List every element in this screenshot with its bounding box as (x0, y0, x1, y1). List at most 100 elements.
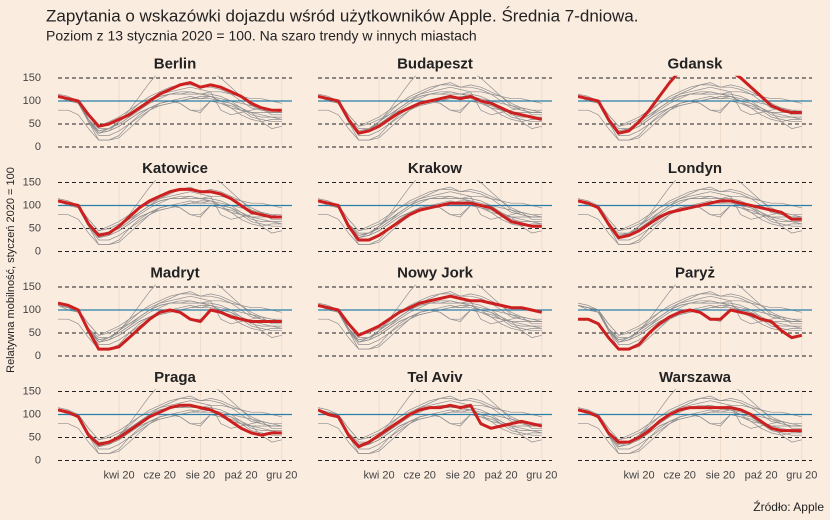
y-tick-label: 100 (23, 304, 41, 316)
city-line (578, 406, 802, 444)
panel (578, 180, 812, 245)
other-city-line (318, 305, 542, 345)
other-city-line (58, 100, 282, 141)
city-line (578, 308, 803, 351)
y-tick-label: 50 (29, 118, 41, 130)
panel-title: Katowice (142, 160, 208, 177)
y-tick-label: 100 (23, 408, 41, 420)
other-city-line (578, 291, 802, 336)
other-city-line (578, 205, 802, 245)
panel (318, 75, 552, 141)
other-city-line (318, 409, 542, 450)
other-city-line (318, 191, 542, 232)
city-line (318, 199, 542, 242)
other-city-line (318, 302, 542, 338)
city-line (58, 301, 282, 351)
other-city-line (58, 84, 282, 132)
city-line (578, 75, 802, 135)
other-city-line (58, 414, 282, 454)
x-tick-label: gru 20 (526, 470, 557, 482)
other-city-line (578, 293, 802, 341)
x-tick-label: paź 20 (225, 470, 258, 482)
other-city-line (58, 409, 282, 450)
y-tick-label: 150 (23, 281, 41, 293)
other-city-line (578, 400, 802, 441)
other-city-line (318, 309, 542, 350)
y-tick-label: 0 (35, 350, 41, 362)
y-tick-label: 150 (23, 72, 41, 84)
other-city-line (318, 100, 542, 141)
panel (58, 284, 292, 351)
other-city-line (578, 198, 802, 234)
x-tick-label: cze 20 (664, 470, 696, 482)
panel (58, 180, 292, 245)
panel (578, 75, 812, 141)
panel-title: Praga (154, 369, 196, 386)
x-tick-label: gru 20 (266, 470, 297, 482)
other-city-line (58, 93, 282, 129)
panel-title: Budapeszt (397, 56, 473, 73)
x-tick-label: kwi 20 (623, 470, 654, 482)
other-city-line (318, 205, 542, 245)
other-city-line (318, 400, 542, 441)
other-city-line (58, 96, 282, 134)
other-city-line (58, 293, 282, 341)
y-tick-label: 0 (35, 245, 41, 257)
panel-title: Paryż (675, 265, 715, 282)
other-city-line (318, 395, 542, 441)
source: Źródło: Apple (753, 499, 824, 514)
panel-title: Warszawa (659, 369, 732, 386)
other-city-line (578, 305, 802, 343)
other-city-line (578, 295, 802, 336)
city-line (318, 294, 543, 337)
y-tick-label: 50 (29, 222, 41, 234)
other-city-line (318, 198, 542, 234)
other-city-line (58, 395, 282, 441)
chart-title: Zapytania o wskazówki dojazdu wśród użyt… (46, 6, 638, 25)
other-city-line (58, 305, 282, 343)
y-tick-label: 150 (23, 176, 41, 188)
other-city-line (318, 86, 542, 127)
panel (578, 284, 812, 351)
city-line (318, 94, 543, 135)
other-city-line (58, 200, 282, 241)
panel (58, 75, 292, 141)
other-city-line (318, 293, 542, 341)
other-city-line (318, 398, 542, 445)
panel-title: Londyn (668, 160, 722, 177)
city-line (578, 199, 802, 240)
y-tick-label: 0 (35, 454, 41, 466)
x-tick-label: sie 20 (186, 470, 215, 482)
other-city-line (578, 93, 802, 129)
panel (58, 389, 292, 454)
y-tick-label: 50 (29, 327, 41, 339)
panel (578, 389, 812, 454)
y-tick-label: 150 (23, 385, 41, 397)
panel (318, 284, 552, 350)
other-city-line (58, 295, 282, 336)
other-city-line (58, 291, 282, 336)
other-city-line (318, 82, 542, 127)
chart-subtitle: Poziom z 13 stycznia 2020 = 100. Na szar… (46, 28, 477, 44)
x-tick-label: paź 20 (485, 470, 518, 482)
x-tick-label: cze 20 (144, 470, 176, 482)
panel-title: Gdansk (667, 56, 723, 73)
x-tick-label: sie 20 (706, 470, 735, 482)
y-tick-label: 50 (29, 431, 41, 443)
other-city-line (578, 86, 802, 127)
y-tick-label: 100 (23, 95, 41, 107)
panel-title: Berlin (154, 56, 197, 73)
y-axis-label: Relatywna mobilność, styczeń 2020 = 100 (5, 167, 17, 373)
other-city-line (318, 305, 542, 343)
panel-title: Nowy Jork (397, 265, 474, 282)
city-line (58, 403, 282, 446)
other-city-line (58, 191, 282, 232)
panel-title: Krakow (408, 160, 463, 177)
other-city-line (58, 309, 282, 350)
y-tick-label: 0 (35, 141, 41, 153)
other-city-line (318, 189, 542, 236)
city-line (318, 403, 543, 449)
other-city-line (58, 400, 282, 441)
x-tick-label: kwi 20 (103, 470, 134, 482)
